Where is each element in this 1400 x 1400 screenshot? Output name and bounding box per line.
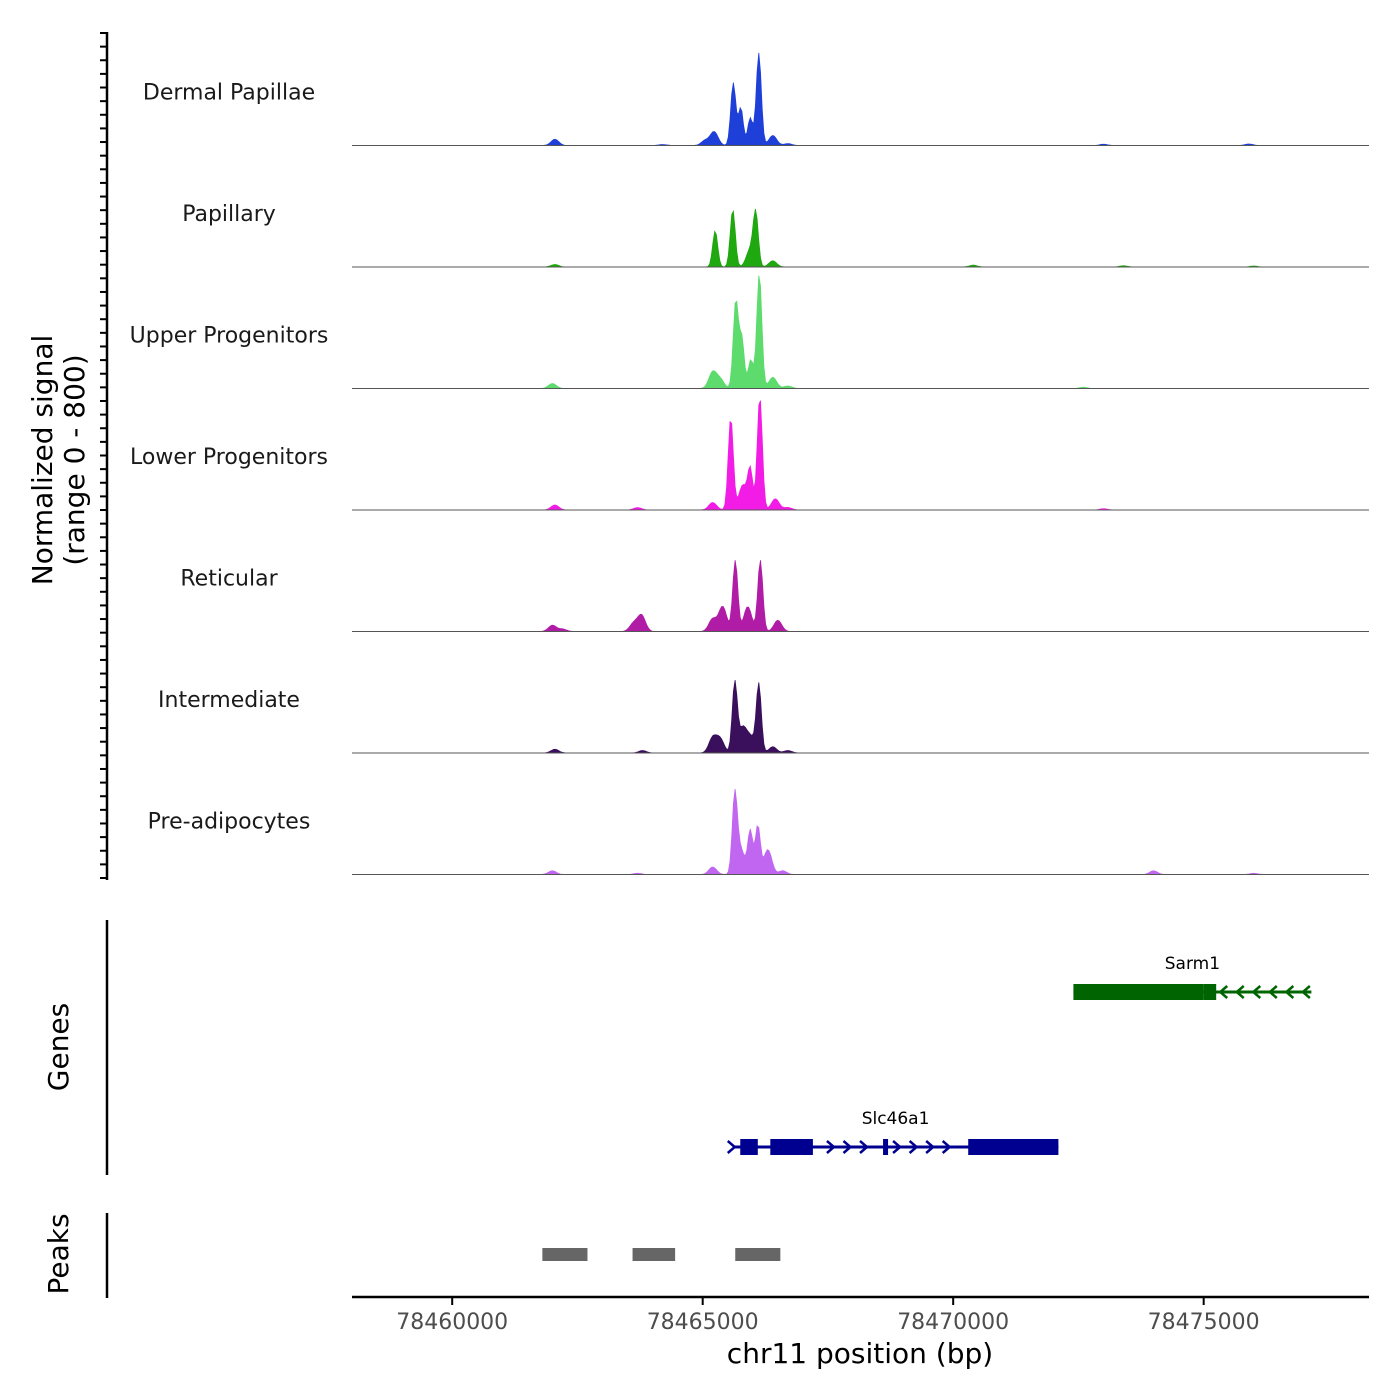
strand-arrow bbox=[1284, 985, 1295, 999]
signal-y-axis-title: Normalized signal bbox=[26, 335, 59, 586]
gene-label: Slc46a1 bbox=[862, 1109, 930, 1129]
gene-exon bbox=[770, 1139, 813, 1155]
signal-y-ticks bbox=[100, 32, 107, 879]
gene-exon bbox=[883, 1139, 889, 1155]
gene-label: Sarm1 bbox=[1165, 954, 1220, 974]
gene-exon bbox=[968, 1139, 1059, 1155]
signal-area bbox=[352, 275, 1369, 389]
strand-arrow bbox=[859, 1140, 869, 1154]
gene-annotations: Sarm1 Slc46a1 bbox=[726, 954, 1312, 1155]
track-1: Papillary bbox=[182, 202, 1369, 268]
signal-area bbox=[352, 52, 1369, 146]
track-label: Dermal Papillae bbox=[143, 81, 315, 106]
track-label: Reticular bbox=[180, 567, 278, 592]
strand-arrow bbox=[1218, 985, 1229, 999]
x-tick-label: 78460000 bbox=[396, 1310, 508, 1335]
peak-region bbox=[542, 1248, 588, 1261]
x-tick-label: 78465000 bbox=[647, 1310, 759, 1335]
gene-exon bbox=[1203, 984, 1217, 1000]
track-3: Lower Progenitors bbox=[130, 400, 1369, 511]
strand-arrow bbox=[908, 1140, 919, 1154]
strand-arrow bbox=[826, 1140, 836, 1154]
x-tick-label: 78475000 bbox=[1148, 1310, 1260, 1335]
signal-area bbox=[352, 560, 1369, 632]
gene-sarm1: Sarm1 bbox=[1073, 954, 1312, 1000]
genes-axis-title: Genes bbox=[42, 1003, 75, 1091]
strand-arrow bbox=[726, 1140, 737, 1154]
track-4: Reticular bbox=[180, 560, 1369, 632]
strand-arrow bbox=[1300, 985, 1311, 999]
track-label: Lower Progenitors bbox=[130, 445, 328, 470]
signal-area bbox=[352, 679, 1369, 754]
x-axis-title: chr11 position (bp) bbox=[727, 1337, 993, 1370]
track-label: Upper Progenitors bbox=[130, 324, 329, 349]
x-axis-ticks: 78460000 78465000 78470000 78475000 bbox=[396, 1297, 1260, 1335]
track-5: Intermediate bbox=[158, 679, 1369, 754]
track-label: Pre-adipocytes bbox=[148, 810, 311, 835]
track-label: Intermediate bbox=[158, 688, 300, 713]
signal-area bbox=[352, 400, 1369, 511]
peak-region bbox=[632, 1248, 676, 1261]
strand-arrow bbox=[842, 1140, 853, 1154]
strand-arrow bbox=[1267, 985, 1278, 999]
signal-tracks: Dermal Papillae Papillary Upper Progenitor… bbox=[130, 52, 1369, 875]
strand-arrow bbox=[892, 1140, 902, 1154]
gene-slc46a1: Slc46a1 bbox=[726, 1109, 1059, 1155]
peak-regions bbox=[542, 1248, 781, 1261]
signal-range-label: (range 0 - 800) bbox=[58, 354, 91, 565]
track-2: Upper Progenitors bbox=[130, 275, 1369, 389]
x-tick-label: 78470000 bbox=[897, 1310, 1009, 1335]
peak-region bbox=[735, 1248, 781, 1261]
strand-arrow bbox=[1251, 985, 1262, 999]
strand-arrow bbox=[1234, 985, 1245, 999]
signal-area bbox=[352, 208, 1369, 268]
gene-exon bbox=[740, 1139, 758, 1155]
track-0: Dermal Papillae bbox=[143, 52, 1369, 146]
track-label: Papillary bbox=[182, 202, 276, 227]
peaks-axis-title: Peaks bbox=[42, 1213, 75, 1294]
strand-arrow bbox=[925, 1140, 936, 1154]
signal-area bbox=[352, 788, 1369, 875]
track-6: Pre-adipocytes bbox=[148, 788, 1369, 875]
strand-arrow bbox=[941, 1140, 952, 1154]
gene-exon bbox=[1073, 984, 1204, 1000]
